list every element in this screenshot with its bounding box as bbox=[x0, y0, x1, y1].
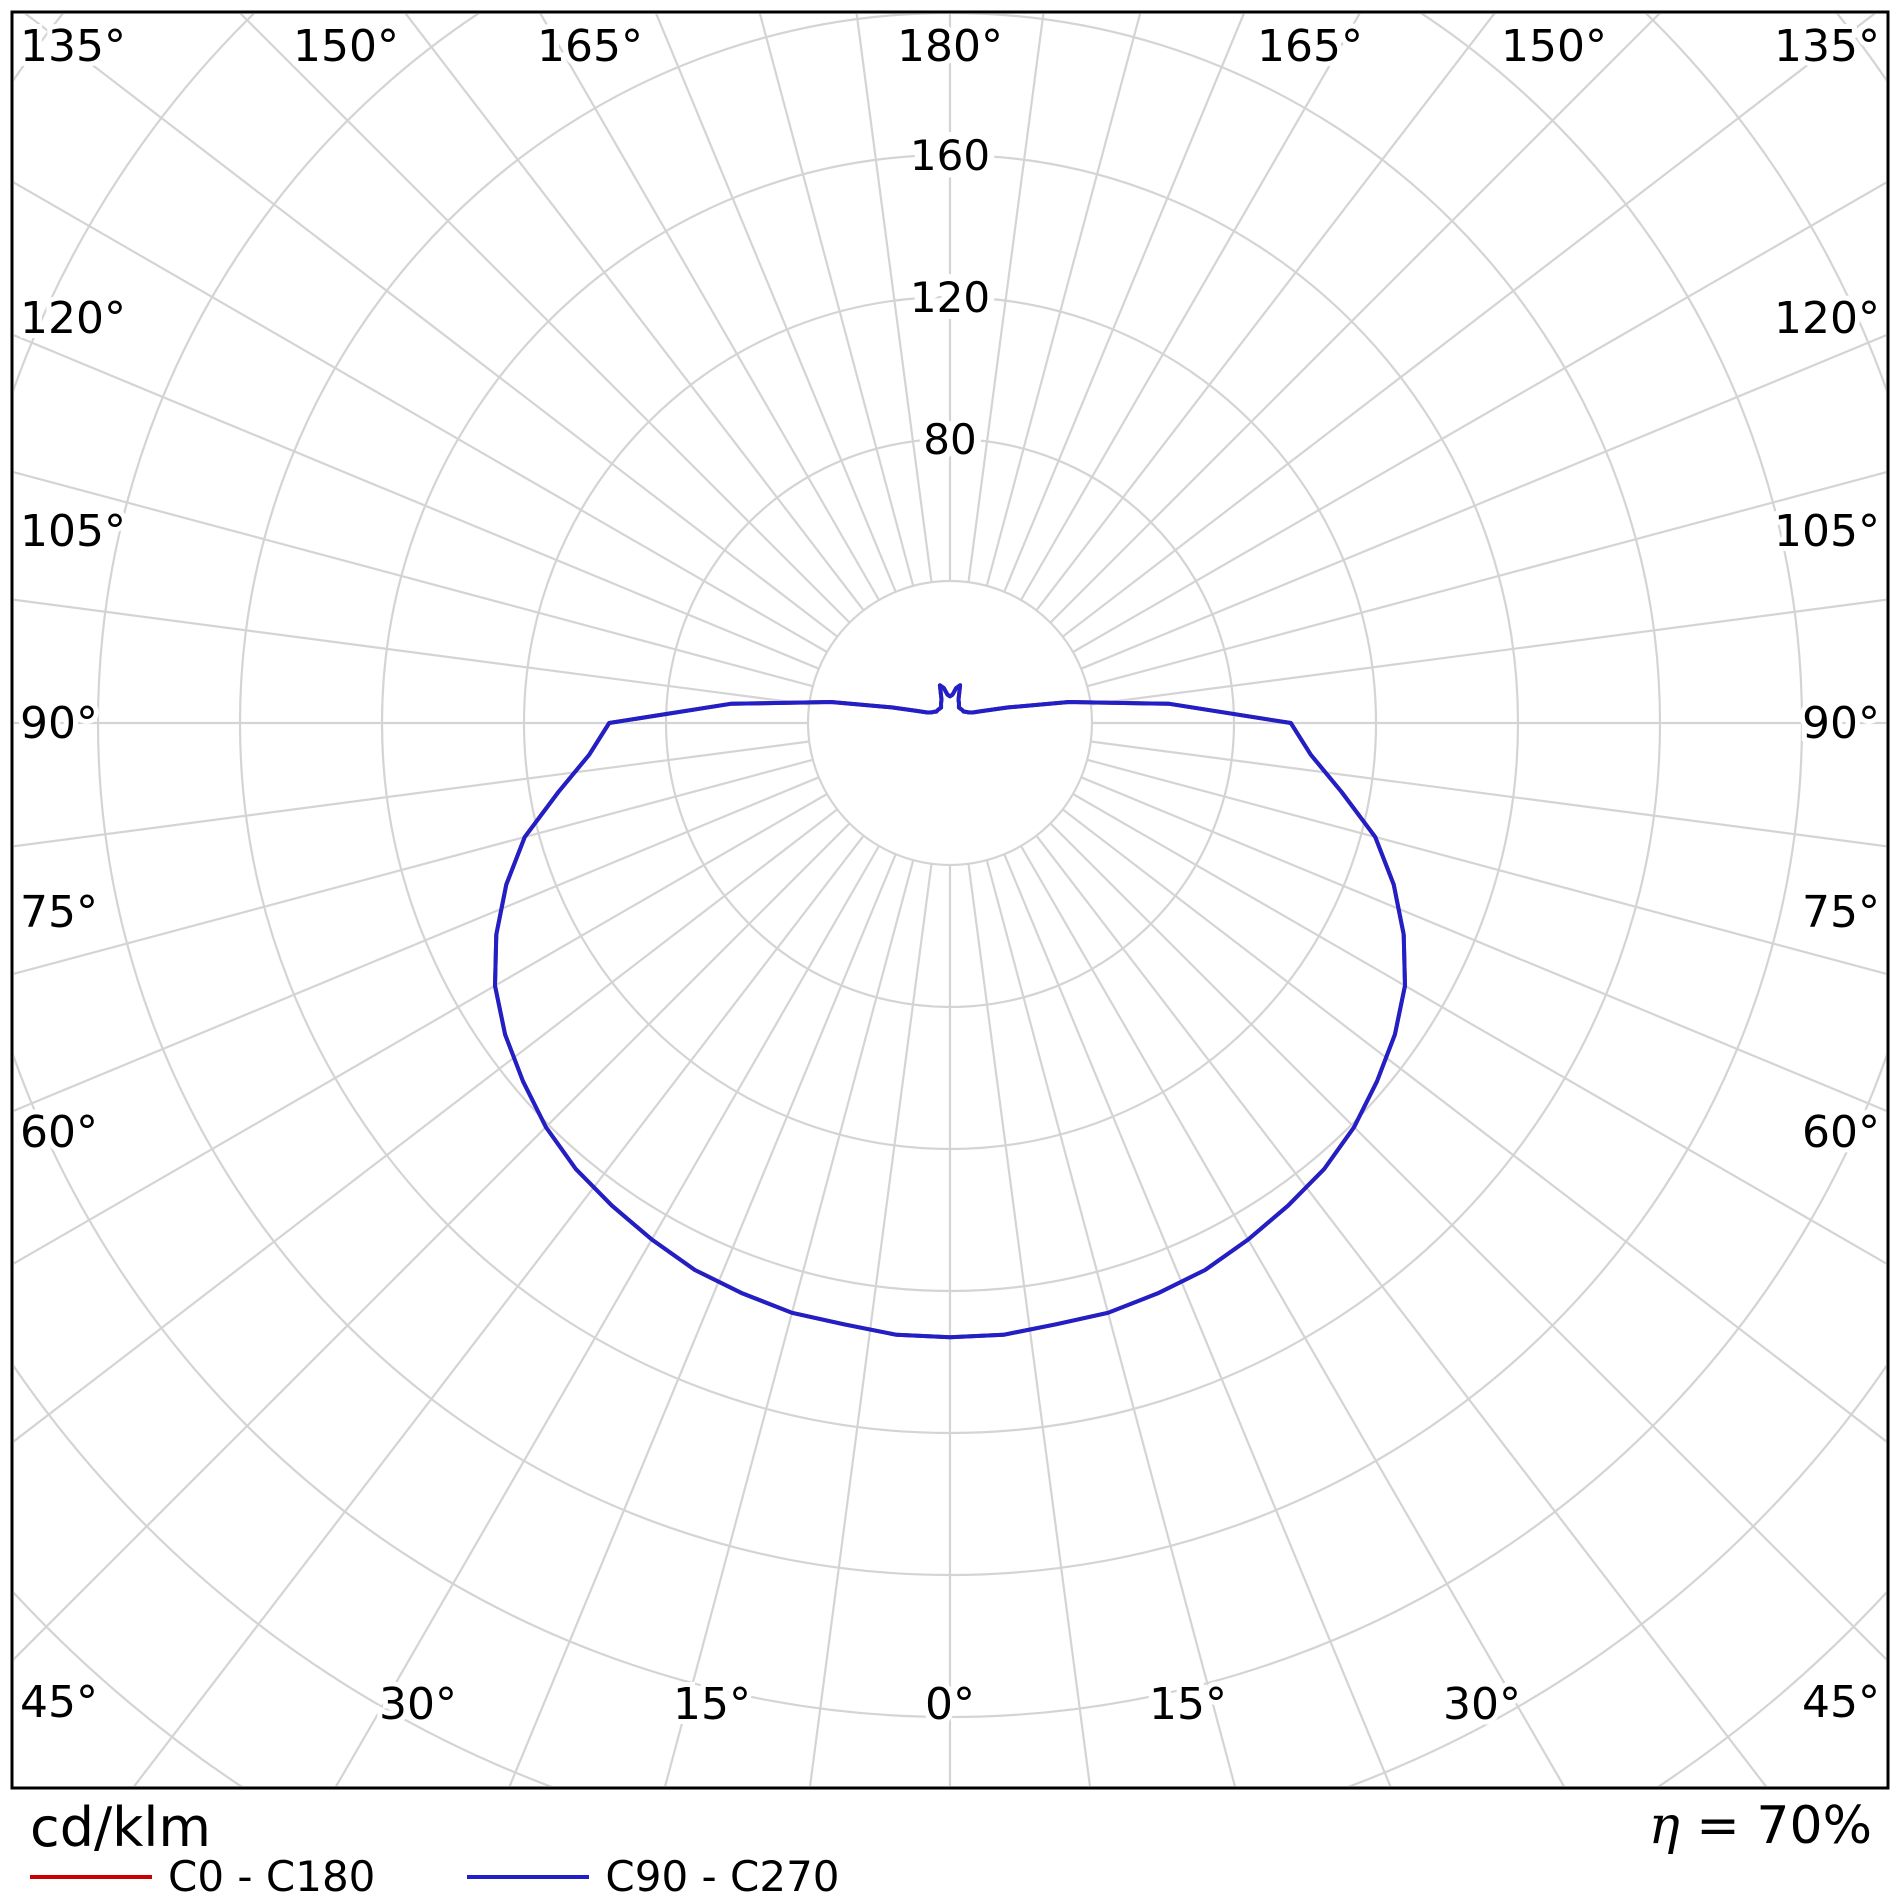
grid-spoke bbox=[1086, 758, 1886, 975]
ring-label: 160 bbox=[910, 131, 990, 180]
grid-spoke bbox=[24, 14, 838, 638]
grid-spoke bbox=[1090, 740, 1886, 848]
grid-spoke bbox=[1072, 181, 1886, 653]
angle-label: 150° bbox=[1501, 21, 1607, 72]
angle-labels: 0° 15° 15° 30° 30° 45° 45° 60° 60° 75° 75° 90° 90° 10… bbox=[15, 16, 1885, 1735]
grid-spoke bbox=[1020, 14, 1361, 601]
grid-spoke bbox=[655, 14, 897, 593]
grid-spoke bbox=[14, 776, 820, 1112]
grid-spoke bbox=[539, 14, 880, 601]
angle-label: 75° bbox=[1802, 887, 1880, 938]
angle-label: 165° bbox=[1257, 21, 1363, 72]
grid-spoke bbox=[1035, 14, 1496, 611]
angle-label: 150° bbox=[293, 21, 399, 72]
legend-item-c0-c180: C0 - C180 bbox=[30, 1852, 375, 1900]
legend-swatch-c0-c180 bbox=[30, 1874, 152, 1879]
grid-spoke bbox=[1090, 598, 1886, 706]
grid-spoke bbox=[1003, 853, 1392, 1786]
angle-label: 90° bbox=[1802, 698, 1880, 749]
angle-label: 135° bbox=[20, 21, 126, 72]
angle-label: 165° bbox=[537, 21, 643, 72]
grid-spoke bbox=[808, 863, 933, 1786]
grid-spoke bbox=[664, 859, 915, 1786]
angle-label: 75° bbox=[20, 887, 98, 938]
grid-spoke bbox=[14, 334, 820, 670]
efficiency-value: = 70% bbox=[1679, 1796, 1872, 1856]
grid-spoke bbox=[1020, 845, 1566, 1786]
grid-spoke bbox=[855, 14, 933, 583]
grid-spoke bbox=[967, 863, 1092, 1786]
grid-spoke bbox=[14, 740, 810, 848]
grid-spoke bbox=[985, 14, 1142, 587]
intensity-curves bbox=[493, 683, 1407, 1340]
grid-spoke bbox=[1035, 835, 1768, 1786]
grid-spoke bbox=[1003, 14, 1245, 593]
angle-label: 180° bbox=[897, 21, 1003, 72]
grid-spoke bbox=[14, 822, 851, 1661]
grid-spoke bbox=[508, 853, 897, 1786]
grid-ring bbox=[806, 579, 1094, 867]
grid-spoke bbox=[14, 793, 828, 1265]
grid-spoke bbox=[14, 181, 828, 653]
angle-label: 60° bbox=[1802, 1107, 1880, 1158]
ring-labels: 80 120 160 bbox=[903, 124, 997, 471]
ring-label: 80 bbox=[923, 415, 976, 464]
grid-spoke bbox=[985, 859, 1236, 1786]
grid-spoke bbox=[404, 14, 865, 611]
grid-spoke bbox=[1086, 471, 1886, 688]
grid-spoke bbox=[1062, 808, 1886, 1443]
angle-label: 105° bbox=[1774, 506, 1880, 557]
angle-label: 45° bbox=[1802, 1677, 1880, 1728]
legend-item-c90-c270: C90 - C270 bbox=[467, 1852, 840, 1900]
grid-spoke bbox=[334, 845, 880, 1786]
legend-label-c90-c270: C90 - C270 bbox=[605, 1852, 840, 1900]
unit-label: cd/klm bbox=[30, 1796, 212, 1859]
ring-label: 120 bbox=[910, 273, 990, 322]
grid-spoke bbox=[758, 14, 915, 587]
grid-spoke bbox=[14, 598, 810, 706]
grid-spoke bbox=[14, 758, 814, 975]
angle-label: 15° bbox=[1149, 1679, 1227, 1730]
angle-label: 90° bbox=[20, 698, 98, 749]
grid-spoke bbox=[1072, 793, 1886, 1265]
grid-spoke bbox=[1049, 14, 1661, 624]
grid-spoke bbox=[14, 808, 838, 1443]
angle-label: 135° bbox=[1774, 21, 1880, 72]
grid-spoke bbox=[239, 14, 851, 624]
grid-spoke bbox=[1062, 14, 1876, 638]
grid-spoke bbox=[1080, 334, 1886, 670]
eta-symbol: η bbox=[1648, 1796, 1680, 1856]
curve-c90-c270 bbox=[493, 683, 1407, 1340]
angle-label: 120° bbox=[1774, 293, 1880, 344]
grid-spoke bbox=[132, 835, 865, 1786]
chart-frame bbox=[10, 10, 1890, 1790]
grid-spoke bbox=[967, 14, 1045, 583]
grid-spoke bbox=[1080, 776, 1886, 1112]
angle-label: 60° bbox=[20, 1107, 98, 1158]
angle-label: 120° bbox=[20, 293, 126, 344]
grid-spoke bbox=[1049, 822, 1886, 1661]
angle-label: 45° bbox=[20, 1677, 98, 1728]
angle-label: 30° bbox=[1443, 1679, 1521, 1730]
angle-label: 0° bbox=[925, 1679, 975, 1730]
efficiency-label: η = 70% bbox=[1648, 1796, 1872, 1856]
legend-label-c0-c180: C0 - C180 bbox=[168, 1852, 376, 1900]
legend: C0 - C180 C90 - C270 bbox=[30, 1852, 840, 1900]
legend-swatch-c90-c270 bbox=[467, 1874, 590, 1879]
angle-label: 15° bbox=[673, 1679, 751, 1730]
angle-label: 105° bbox=[20, 506, 126, 557]
angle-label: 30° bbox=[379, 1679, 457, 1730]
grid-spoke bbox=[14, 471, 814, 688]
